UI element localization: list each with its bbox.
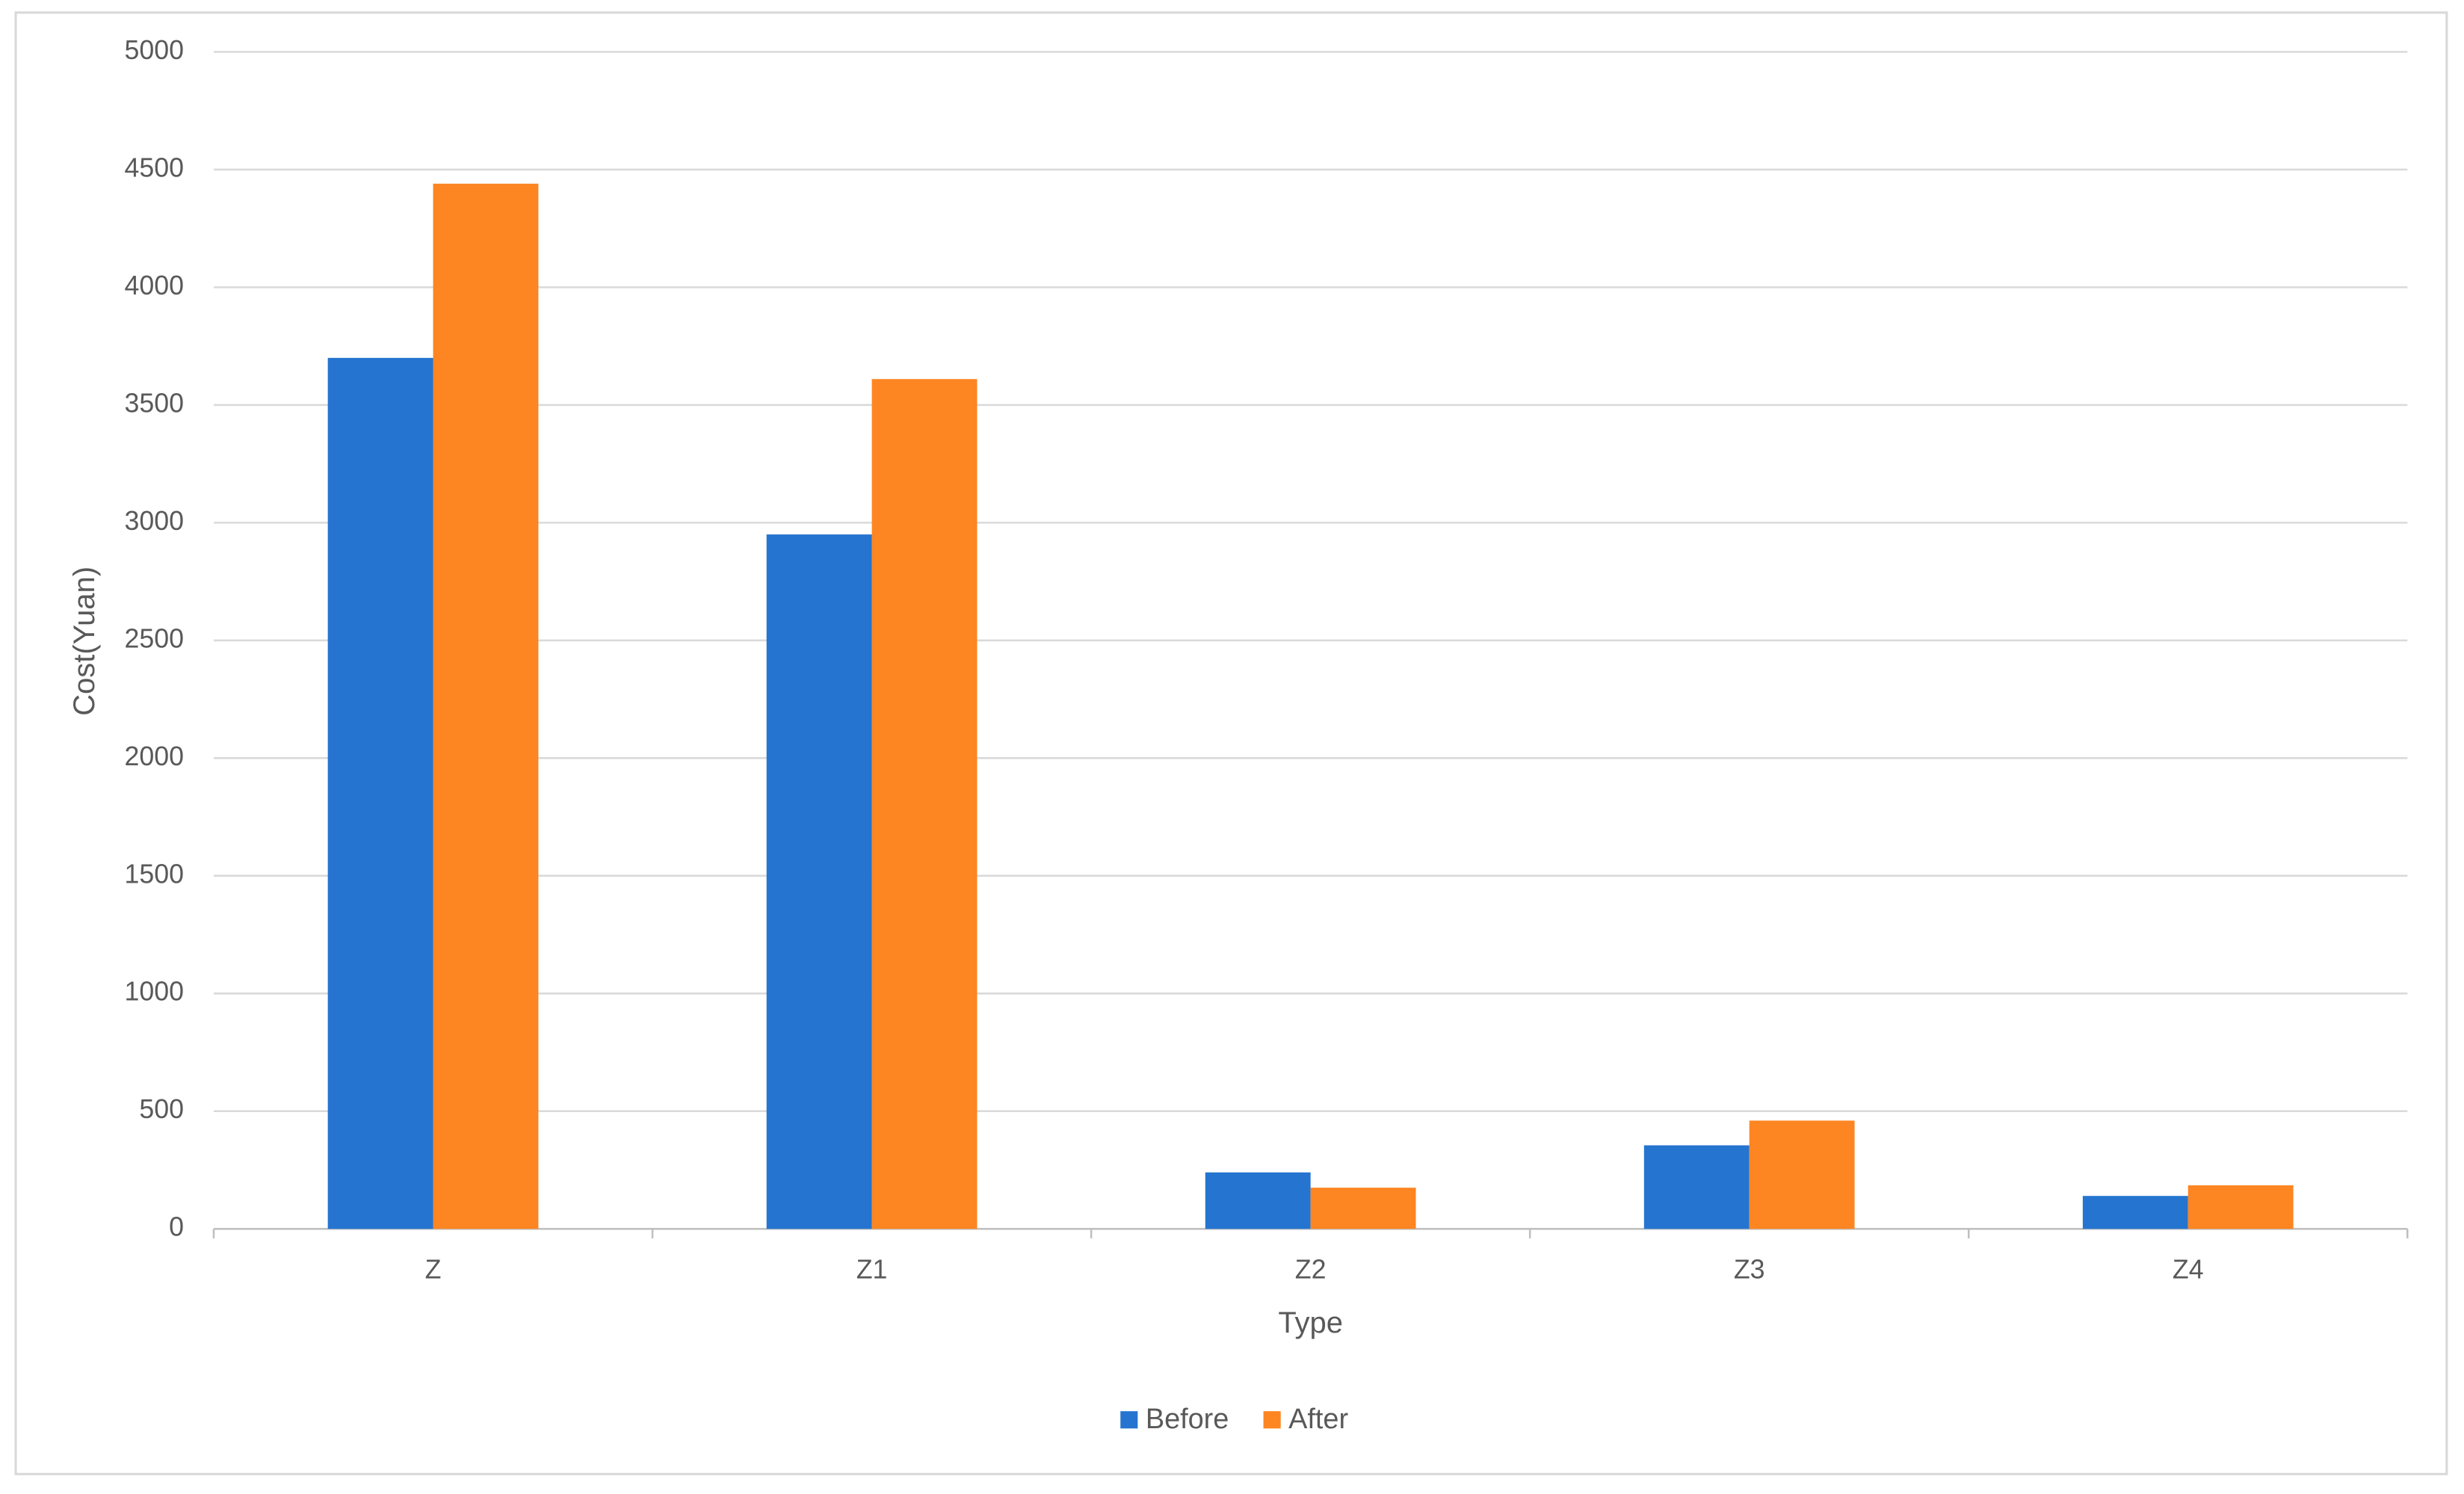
y-tick-label: 1500 xyxy=(125,859,184,889)
y-tick-label: 5000 xyxy=(125,35,184,65)
legend-label: Before xyxy=(1146,1404,1229,1435)
y-tick-label: 4500 xyxy=(125,152,184,182)
bar xyxy=(2082,1196,2188,1229)
y-tick-label: 3000 xyxy=(125,506,184,536)
bar xyxy=(327,357,433,1229)
legend-label: After xyxy=(1288,1404,1348,1435)
y-tick-label: 2000 xyxy=(125,741,184,771)
x-axis-title: Type xyxy=(1278,1306,1343,1339)
bar xyxy=(1310,1188,1416,1229)
x-tick-label: Z xyxy=(425,1254,442,1284)
y-axis-title: Cost(Yuan) xyxy=(68,567,101,716)
y-tick-label: 2500 xyxy=(125,623,184,653)
bar xyxy=(1205,1172,1311,1229)
y-tick-label: 3500 xyxy=(125,388,184,418)
bar xyxy=(2187,1185,2294,1229)
legend-swatch xyxy=(1263,1411,1281,1429)
x-tick-label: Z2 xyxy=(1295,1254,1327,1284)
bar xyxy=(433,183,539,1229)
legend-swatch xyxy=(1120,1411,1138,1429)
y-tick-label: 0 xyxy=(169,1212,184,1242)
bar xyxy=(1643,1145,1750,1229)
x-tick-label: Z3 xyxy=(1734,1254,1765,1284)
bar xyxy=(871,379,978,1229)
bar xyxy=(766,534,872,1229)
x-tick-label: Z1 xyxy=(856,1254,888,1284)
y-tick-label: 500 xyxy=(139,1094,184,1124)
x-tick-label: Z4 xyxy=(2173,1254,2204,1284)
bar xyxy=(1749,1120,1855,1229)
y-tick-label: 4000 xyxy=(125,271,184,300)
y-tick-label: 1000 xyxy=(125,977,184,1007)
